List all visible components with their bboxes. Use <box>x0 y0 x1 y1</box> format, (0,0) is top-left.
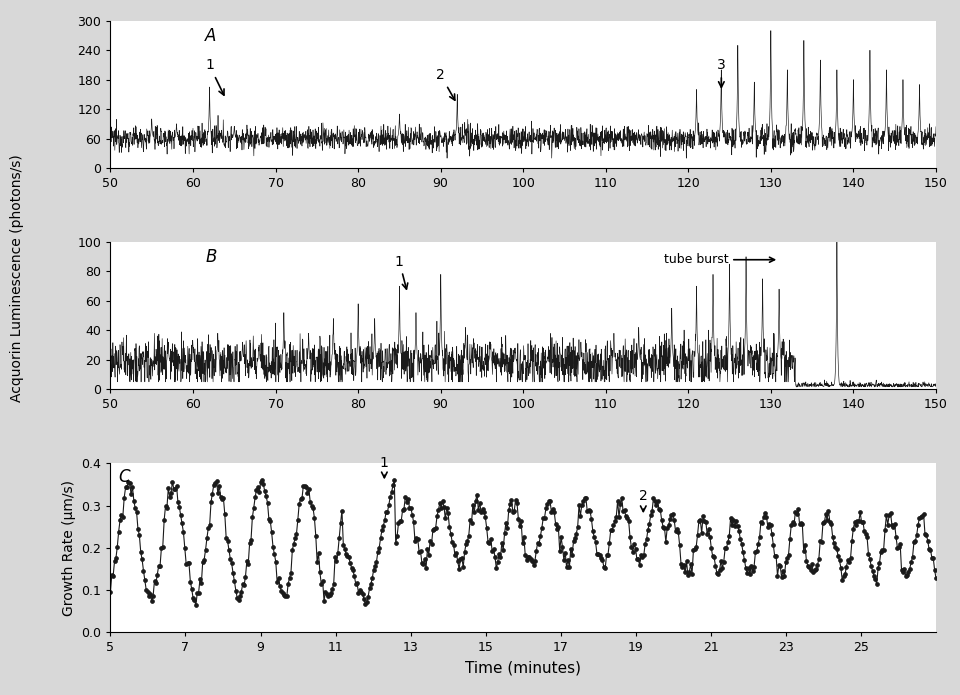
X-axis label: Time (minutes): Time (minutes) <box>466 660 581 675</box>
Text: A: A <box>205 26 217 44</box>
Text: C: C <box>119 468 131 486</box>
Y-axis label: Growth Rate (μm/s): Growth Rate (μm/s) <box>61 480 76 616</box>
Text: 1: 1 <box>395 254 408 289</box>
Text: 1: 1 <box>205 58 224 95</box>
Text: B: B <box>205 248 217 266</box>
Text: 1: 1 <box>380 456 389 477</box>
Text: 3: 3 <box>717 58 726 88</box>
Text: Acquorin Luminescence (photons/s): Acquorin Luminescence (photons/s) <box>11 154 24 402</box>
Text: tube burst: tube burst <box>663 253 775 266</box>
Text: 2: 2 <box>639 489 648 512</box>
Text: 2: 2 <box>436 68 455 100</box>
